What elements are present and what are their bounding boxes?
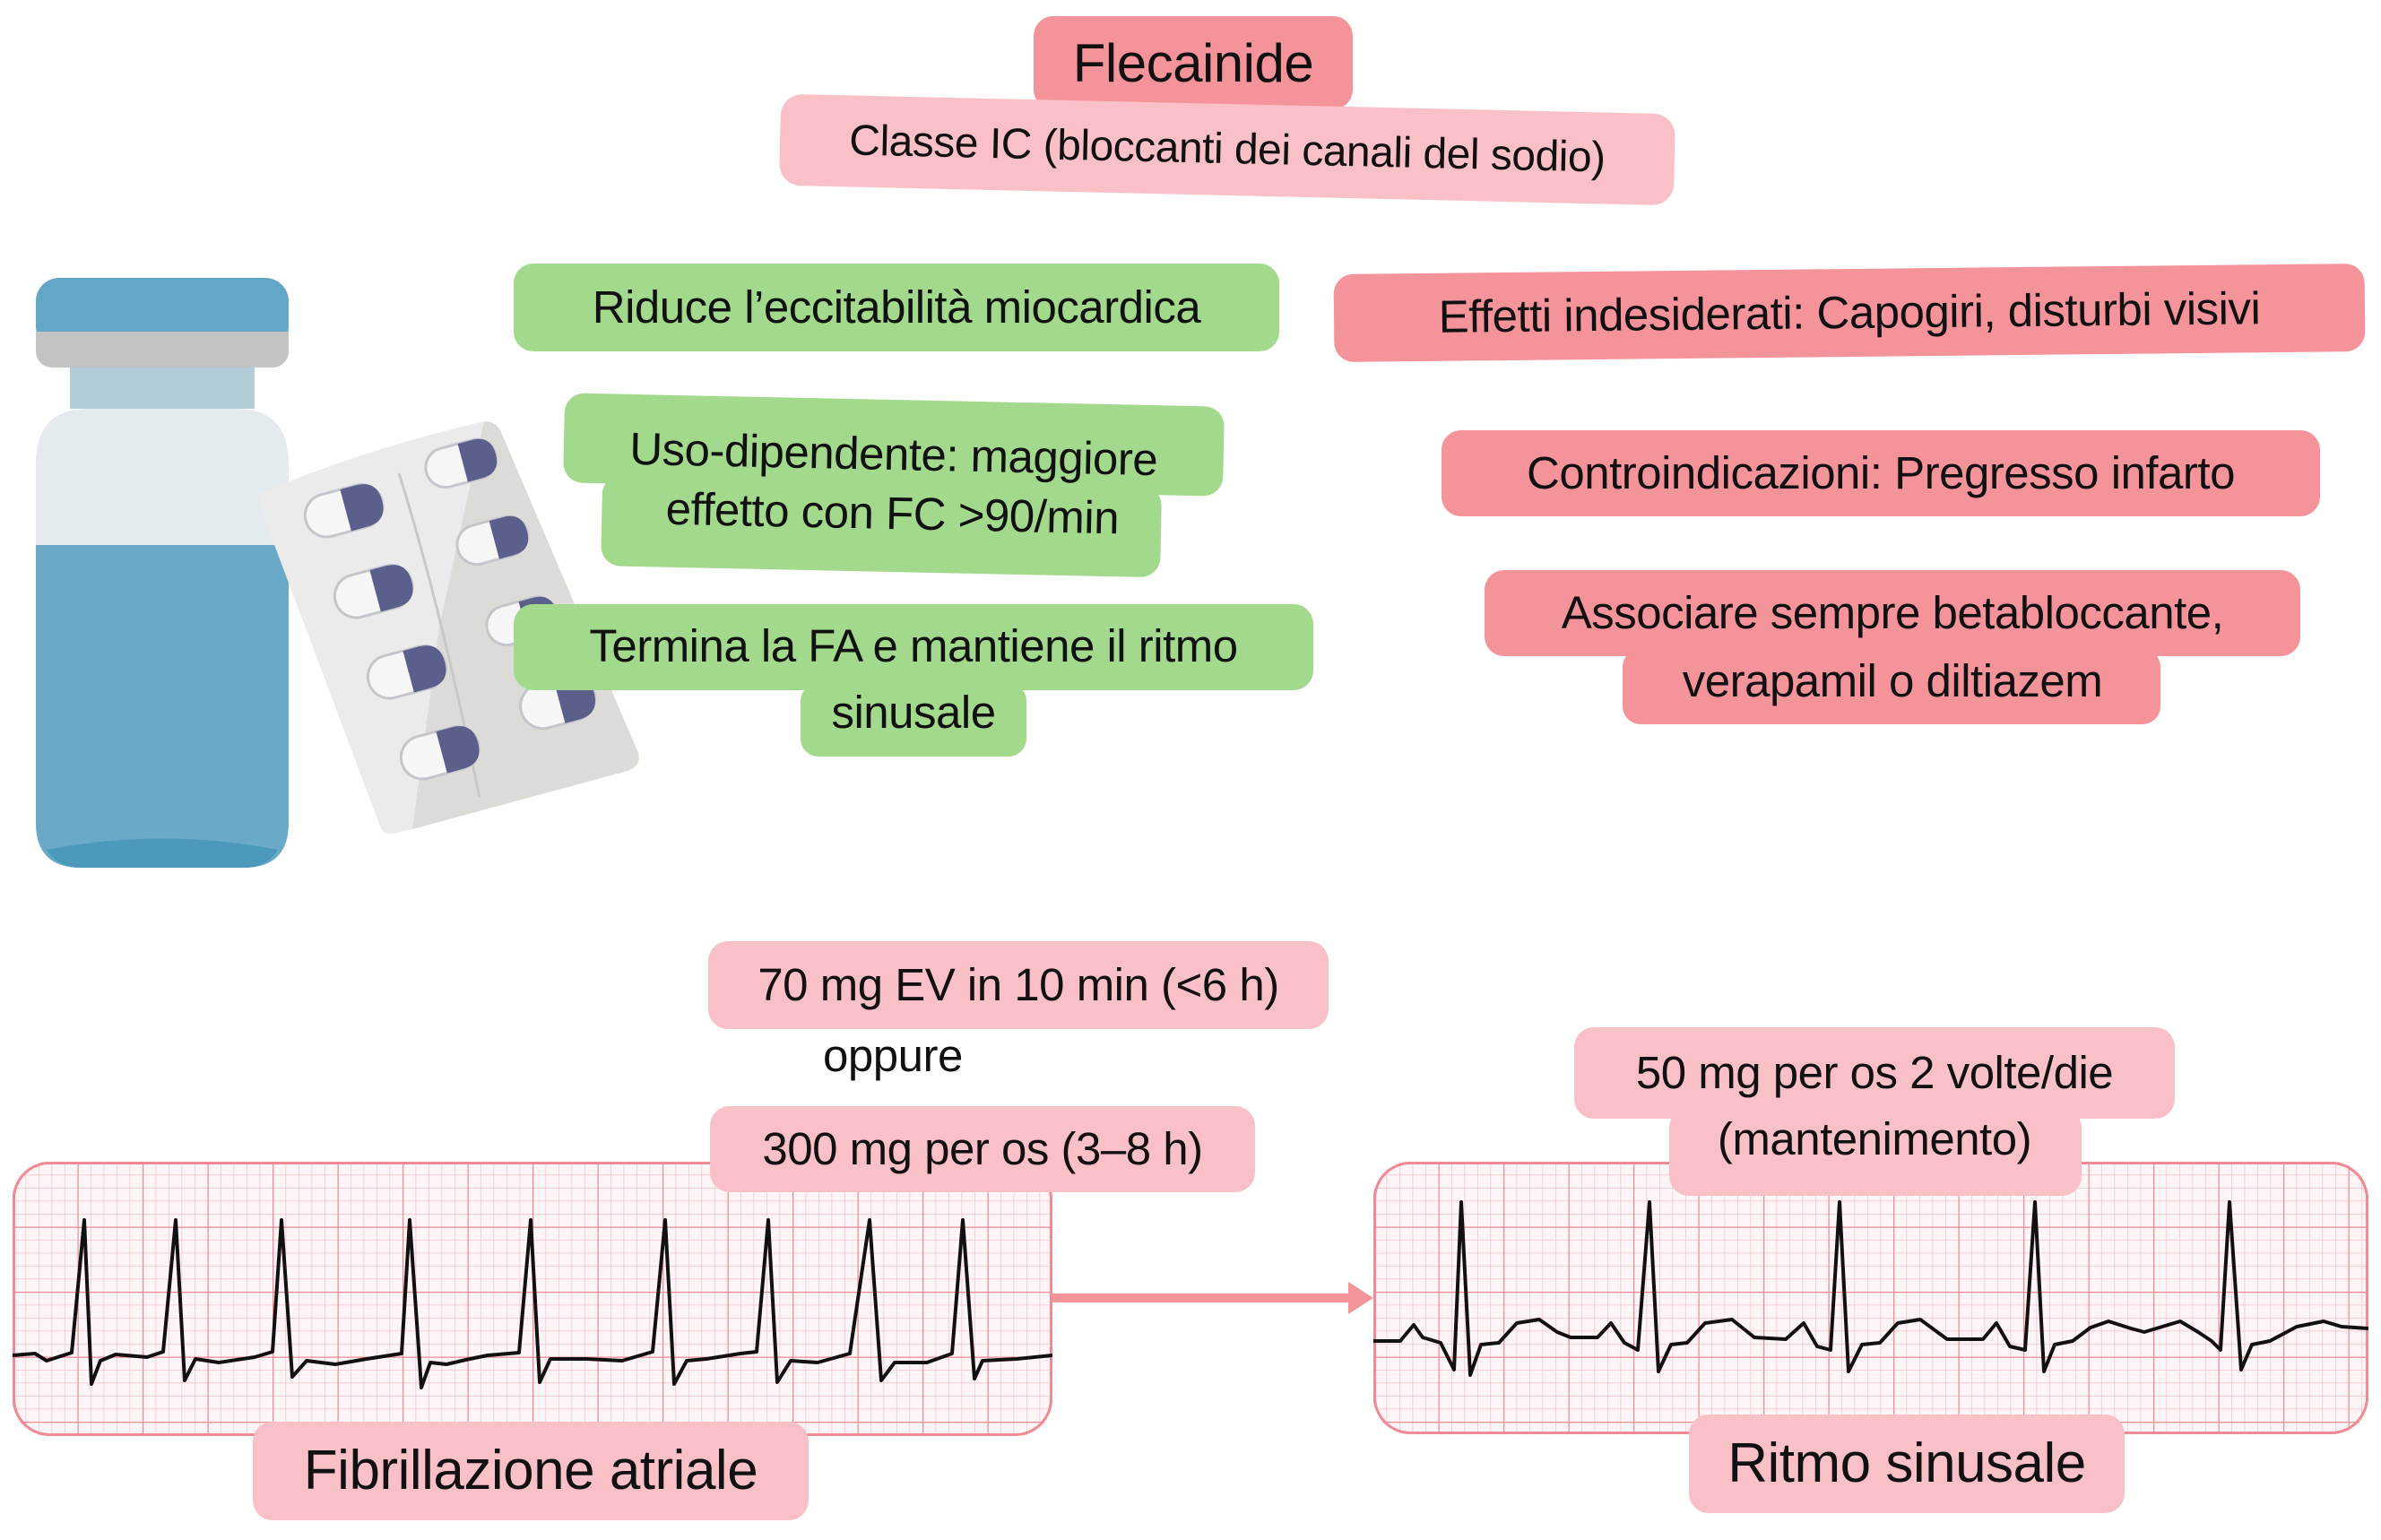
dose-maintenance: 50 mg per os 2 volte/die (mantenimento) — [1574, 1027, 2175, 1198]
ecg-label-af: Fibrillazione atriale — [253, 1422, 809, 1520]
effect-text: Termina la FA e mantiene il ritmo sinusa… — [589, 620, 1238, 738]
association-note: Associare sempre betabloccante, verapami… — [1485, 570, 2300, 724]
or-label: oppure — [823, 1030, 963, 1081]
title-text: Flecainide — [1072, 32, 1314, 93]
contraindications: Controindicazioni: Pregresso infarto — [1442, 430, 2320, 516]
effect-excitability: Riduce l’eccitabilità miocardica — [514, 264, 1279, 351]
vial-icon — [34, 276, 290, 869]
adverse-effects: Effetti indesiderati: Capogiri, disturbi… — [1333, 263, 2366, 363]
dose-text: 70 mg EV in 10 min (<6 h) — [758, 958, 1279, 1010]
dose-text: 50 mg per os 2 volte/die (mantenimento) — [1635, 1047, 2114, 1164]
arrow-right-icon — [1052, 1280, 1375, 1316]
ecg-sinus-rhythm — [1373, 1162, 2368, 1434]
dose-oral: 300 mg per os (3–8 h) — [710, 1106, 1255, 1192]
effect-text: Riduce l’eccitabilità miocardica — [592, 281, 1201, 333]
effect-use-dependent: Uso-dipendente: maggiore effetto con FC … — [561, 393, 1225, 582]
ecg-atrial-fibrillation — [13, 1162, 1052, 1436]
effect-terminates-af: Termina la FA e mantiene il ritmo sinusa… — [514, 604, 1313, 757]
ecg-label-text: Fibrillazione atriale — [303, 1440, 758, 1502]
ecg-label-text: Ritmo sinusale — [1727, 1432, 2086, 1495]
dose-text: 300 mg per os (3–8 h) — [762, 1122, 1203, 1174]
page-title: Flecainide — [1034, 16, 1353, 109]
subtitle-text: Classe IC (bloccanti dei canali del sodi… — [848, 117, 1606, 182]
warning-text: Controindicazioni: Pregresso infarto — [1527, 446, 2235, 498]
effect-text: Uso-dipendente: maggiore effetto con FC … — [628, 422, 1158, 544]
dose-iv: 70 mg EV in 10 min (<6 h) — [708, 941, 1329, 1029]
drug-class-subtitle: Classe IC (bloccanti dei canali del sodi… — [778, 93, 1676, 206]
warning-text: Effetti indesiderati: Capogiri, disturbi… — [1438, 281, 2261, 342]
ecg-label-sinus: Ritmo sinusale — [1689, 1415, 2125, 1513]
warning-text: Associare sempre betabloccante, verapami… — [1561, 587, 2224, 706]
